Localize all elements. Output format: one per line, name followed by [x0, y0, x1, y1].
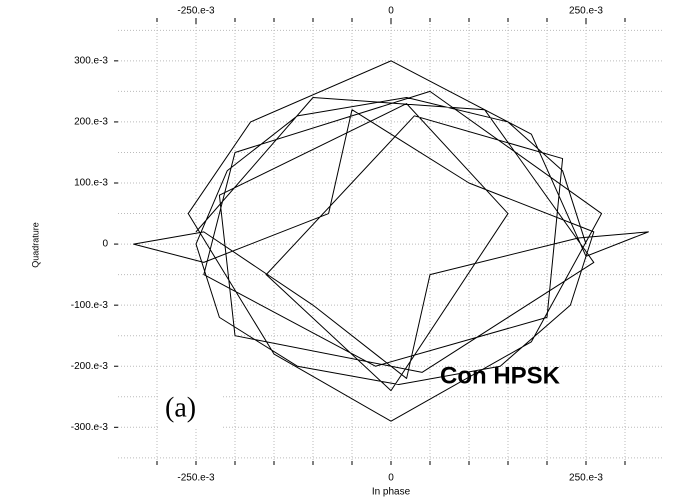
x-tick-label: 0 — [388, 473, 394, 484]
y-tick-label: 200.e-3 — [74, 117, 108, 128]
x-tick-label-top: 0 — [388, 6, 394, 17]
y-tick-label: 100.e-3 — [74, 178, 108, 189]
x-tick-label-top: -250.e-3 — [177, 6, 215, 17]
annotation: Con HPSK — [440, 362, 561, 389]
x-axis-label: In phase — [372, 487, 411, 498]
y-axis-label: Quadrature — [30, 222, 40, 268]
y-tick-label: -200.e-3 — [71, 361, 109, 372]
y-tick-label: -300.e-3 — [71, 422, 109, 433]
x-tick-label: 250.e-3 — [569, 473, 603, 484]
x-tick-label-top: 250.e-3 — [569, 6, 603, 17]
trajectory — [133, 60, 649, 422]
y-tick-label: 300.e-3 — [74, 55, 108, 66]
x-tick-label: -250.e-3 — [177, 473, 215, 484]
annotation: (a) — [165, 392, 196, 423]
y-tick-label: -100.e-3 — [71, 300, 109, 311]
label-box — [160, 390, 222, 428]
y-tick-label: 0 — [102, 239, 108, 250]
